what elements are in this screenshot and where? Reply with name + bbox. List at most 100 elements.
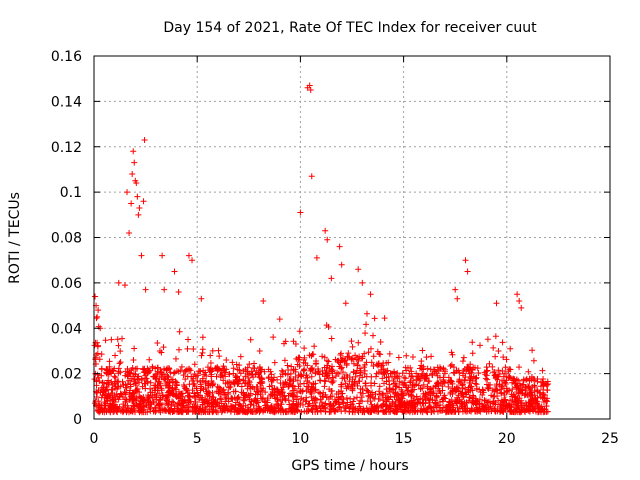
data-point — [379, 391, 386, 398]
data-point — [103, 366, 110, 373]
data-point — [433, 393, 440, 400]
data-point — [338, 364, 345, 371]
data-point — [500, 354, 507, 361]
data-point — [503, 385, 510, 392]
data-point — [307, 389, 314, 396]
data-point — [130, 357, 137, 364]
data-point — [330, 377, 337, 384]
data-point — [250, 374, 257, 381]
data-point — [488, 407, 495, 414]
data-point — [252, 395, 259, 402]
data-point — [290, 400, 297, 407]
data-point — [503, 377, 510, 384]
data-point — [445, 374, 452, 381]
data-point — [232, 372, 239, 379]
data-point — [209, 347, 216, 354]
data-point — [308, 393, 315, 400]
data-point — [381, 315, 388, 322]
data-point — [534, 388, 541, 395]
data-point — [513, 398, 520, 405]
data-point — [528, 400, 535, 407]
data-point — [98, 394, 105, 401]
data-point — [453, 399, 460, 406]
data-point — [123, 384, 130, 391]
data-point — [374, 348, 381, 355]
data-point — [180, 372, 187, 379]
data-point — [454, 404, 461, 411]
data-point — [120, 382, 127, 389]
data-point — [349, 343, 356, 350]
data-point — [277, 380, 284, 387]
data-point — [121, 388, 128, 395]
data-point — [420, 381, 427, 388]
data-point — [403, 352, 410, 359]
data-point — [186, 404, 193, 411]
data-point — [199, 375, 206, 382]
data-point — [510, 375, 517, 382]
data-point — [259, 376, 266, 383]
data-point — [518, 403, 525, 410]
data-point — [159, 252, 166, 259]
data-point — [458, 398, 465, 405]
data-point — [414, 400, 421, 407]
x-tick-label: 5 — [193, 431, 202, 447]
data-point — [133, 180, 140, 187]
data-point — [540, 376, 547, 383]
data-point — [214, 399, 221, 406]
data-point — [113, 391, 120, 398]
data-point — [445, 383, 452, 390]
data-point — [295, 356, 302, 363]
data-point — [303, 408, 310, 415]
data-point — [516, 298, 523, 305]
data-point — [458, 390, 465, 397]
data-point — [499, 339, 506, 346]
data-point — [507, 374, 514, 381]
data-point — [293, 389, 300, 396]
data-point — [120, 404, 127, 411]
data-point — [286, 401, 293, 408]
data-point — [391, 409, 398, 416]
data-point — [159, 392, 166, 399]
data-point — [165, 384, 172, 391]
data-point — [293, 396, 300, 403]
data-point — [440, 376, 447, 383]
data-point — [480, 403, 487, 410]
data-point — [513, 404, 520, 411]
data-point — [282, 378, 289, 385]
data-point — [92, 293, 99, 300]
data-point — [435, 367, 442, 374]
data-point — [370, 394, 377, 401]
data-point — [329, 363, 336, 370]
data-point — [502, 381, 509, 388]
data-point — [158, 349, 165, 356]
data-point — [498, 389, 505, 396]
data-point — [356, 378, 363, 385]
data-point — [363, 321, 370, 328]
data-point — [268, 371, 275, 378]
data-point — [260, 298, 267, 305]
data-point — [333, 391, 340, 398]
data-point — [140, 396, 147, 403]
data-point — [344, 399, 351, 406]
chart-title: Day 154 of 2021, Rate Of TEC Index for r… — [163, 20, 537, 36]
data-point — [96, 401, 103, 408]
data-point — [424, 365, 431, 372]
data-point — [421, 405, 428, 412]
data-point — [522, 409, 529, 415]
data-point — [139, 383, 146, 390]
data-point — [529, 395, 536, 402]
data-point — [339, 375, 346, 382]
data-point — [426, 378, 433, 385]
data-point — [343, 394, 350, 401]
data-point — [232, 401, 239, 408]
data-point — [94, 343, 101, 350]
data-point — [334, 406, 341, 413]
data-point — [376, 383, 383, 390]
data-point — [298, 408, 305, 415]
data-point — [156, 373, 163, 380]
data-point — [109, 394, 116, 401]
data-point — [114, 384, 121, 391]
data-point — [393, 406, 400, 413]
data-point — [132, 380, 139, 387]
data-point — [386, 350, 393, 357]
